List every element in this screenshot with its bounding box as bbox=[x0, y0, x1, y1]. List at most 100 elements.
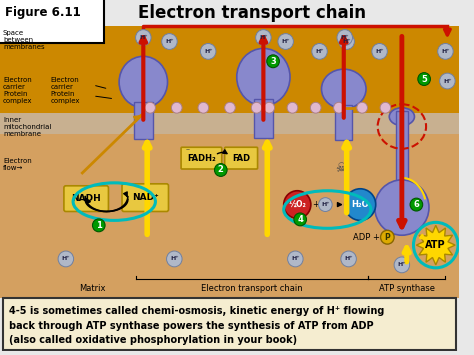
Text: 1: 1 bbox=[96, 221, 102, 230]
Ellipse shape bbox=[321, 69, 366, 109]
Text: P: P bbox=[384, 233, 390, 242]
Circle shape bbox=[201, 43, 216, 59]
Text: Inner
mitochondrial
membrane: Inner mitochondrial membrane bbox=[3, 117, 51, 137]
Text: 4: 4 bbox=[297, 215, 303, 224]
Text: FADH₂: FADH₂ bbox=[187, 154, 216, 163]
Circle shape bbox=[312, 43, 328, 59]
Text: H⁺: H⁺ bbox=[441, 49, 450, 54]
Circle shape bbox=[92, 219, 105, 232]
Text: Electron transport chain: Electron transport chain bbox=[138, 4, 366, 22]
Text: H⁺: H⁺ bbox=[204, 49, 212, 54]
Text: + 2: + 2 bbox=[313, 200, 328, 209]
Circle shape bbox=[357, 102, 367, 113]
Text: 4-5 is sometimes called chemi-osmosis, kinetic energy of H⁺ flowing
back through: 4-5 is sometimes called chemi-osmosis, k… bbox=[9, 306, 384, 345]
Text: H⁺: H⁺ bbox=[259, 35, 268, 40]
Text: Protein
complex: Protein complex bbox=[50, 91, 80, 104]
Circle shape bbox=[145, 102, 155, 113]
Text: 6: 6 bbox=[413, 200, 419, 209]
Circle shape bbox=[410, 198, 423, 211]
FancyBboxPatch shape bbox=[0, 0, 459, 26]
Circle shape bbox=[310, 102, 321, 113]
Text: Electron
carrier: Electron carrier bbox=[3, 77, 32, 90]
Circle shape bbox=[162, 34, 177, 49]
Circle shape bbox=[380, 102, 391, 113]
Circle shape bbox=[251, 102, 262, 113]
Ellipse shape bbox=[119, 56, 167, 108]
Circle shape bbox=[267, 55, 279, 68]
Circle shape bbox=[284, 191, 311, 218]
Circle shape bbox=[225, 102, 235, 113]
FancyBboxPatch shape bbox=[225, 147, 257, 169]
Text: H⁺: H⁺ bbox=[375, 49, 384, 54]
Text: Electron
flow→: Electron flow→ bbox=[3, 158, 32, 171]
Text: H⁺: H⁺ bbox=[170, 256, 179, 261]
Text: 5: 5 bbox=[421, 75, 427, 83]
Text: H⁺: H⁺ bbox=[62, 256, 70, 261]
Text: H⁺: H⁺ bbox=[165, 39, 173, 44]
Circle shape bbox=[418, 73, 430, 86]
Text: --: -- bbox=[186, 146, 191, 152]
FancyBboxPatch shape bbox=[396, 111, 408, 190]
Text: Protein
complex: Protein complex bbox=[3, 91, 32, 104]
FancyBboxPatch shape bbox=[335, 105, 353, 140]
FancyBboxPatch shape bbox=[0, 26, 459, 113]
Circle shape bbox=[215, 164, 227, 176]
Circle shape bbox=[438, 43, 453, 59]
Circle shape bbox=[372, 43, 387, 59]
FancyBboxPatch shape bbox=[254, 99, 273, 138]
Circle shape bbox=[198, 102, 209, 113]
Circle shape bbox=[136, 30, 151, 45]
Text: ADP +: ADP + bbox=[353, 233, 380, 242]
Text: H⁺: H⁺ bbox=[139, 35, 147, 40]
Circle shape bbox=[381, 230, 394, 244]
Text: Electron
carrier: Electron carrier bbox=[50, 77, 79, 90]
Text: Space
between
membranes: Space between membranes bbox=[3, 30, 45, 50]
Circle shape bbox=[339, 34, 355, 49]
FancyBboxPatch shape bbox=[0, 281, 459, 299]
Circle shape bbox=[375, 180, 429, 235]
FancyBboxPatch shape bbox=[0, 113, 459, 135]
Text: Matrix: Matrix bbox=[79, 284, 105, 293]
Text: ATP: ATP bbox=[426, 240, 446, 250]
Polygon shape bbox=[416, 225, 455, 265]
Text: 3: 3 bbox=[270, 57, 276, 66]
Circle shape bbox=[264, 102, 274, 113]
Circle shape bbox=[287, 102, 298, 113]
FancyBboxPatch shape bbox=[134, 102, 153, 140]
Circle shape bbox=[337, 30, 353, 45]
Circle shape bbox=[394, 257, 410, 273]
Text: H₂O: H₂O bbox=[351, 200, 369, 209]
Text: H⁺: H⁺ bbox=[443, 78, 452, 83]
FancyBboxPatch shape bbox=[64, 186, 109, 212]
Circle shape bbox=[58, 251, 73, 267]
Text: 2: 2 bbox=[218, 165, 224, 175]
Text: NAD⁺: NAD⁺ bbox=[132, 193, 159, 202]
Circle shape bbox=[166, 251, 182, 267]
Text: FAD: FAD bbox=[232, 154, 250, 163]
Text: ATP synthase: ATP synthase bbox=[379, 284, 435, 293]
Circle shape bbox=[255, 30, 271, 45]
Text: NADH: NADH bbox=[71, 194, 101, 203]
Circle shape bbox=[341, 251, 356, 267]
Circle shape bbox=[294, 213, 307, 226]
Text: H⁺: H⁺ bbox=[340, 35, 349, 40]
Circle shape bbox=[439, 73, 455, 89]
Text: H⁺: H⁺ bbox=[321, 202, 329, 207]
Ellipse shape bbox=[237, 48, 290, 106]
Text: H⁺: H⁺ bbox=[398, 262, 406, 267]
Circle shape bbox=[172, 102, 182, 113]
Ellipse shape bbox=[389, 108, 414, 126]
Circle shape bbox=[288, 251, 303, 267]
FancyBboxPatch shape bbox=[0, 135, 459, 281]
Text: H⁺: H⁺ bbox=[282, 39, 290, 44]
Circle shape bbox=[278, 34, 293, 49]
Text: Electron transport chain: Electron transport chain bbox=[201, 284, 302, 293]
Text: Figure 6.11: Figure 6.11 bbox=[5, 6, 81, 20]
FancyBboxPatch shape bbox=[181, 147, 222, 169]
Circle shape bbox=[334, 102, 344, 113]
Text: H⁺: H⁺ bbox=[315, 49, 324, 54]
Text: H⁺: H⁺ bbox=[291, 256, 300, 261]
FancyBboxPatch shape bbox=[122, 184, 168, 212]
Text: H⁺: H⁺ bbox=[342, 39, 351, 44]
Circle shape bbox=[319, 198, 332, 212]
